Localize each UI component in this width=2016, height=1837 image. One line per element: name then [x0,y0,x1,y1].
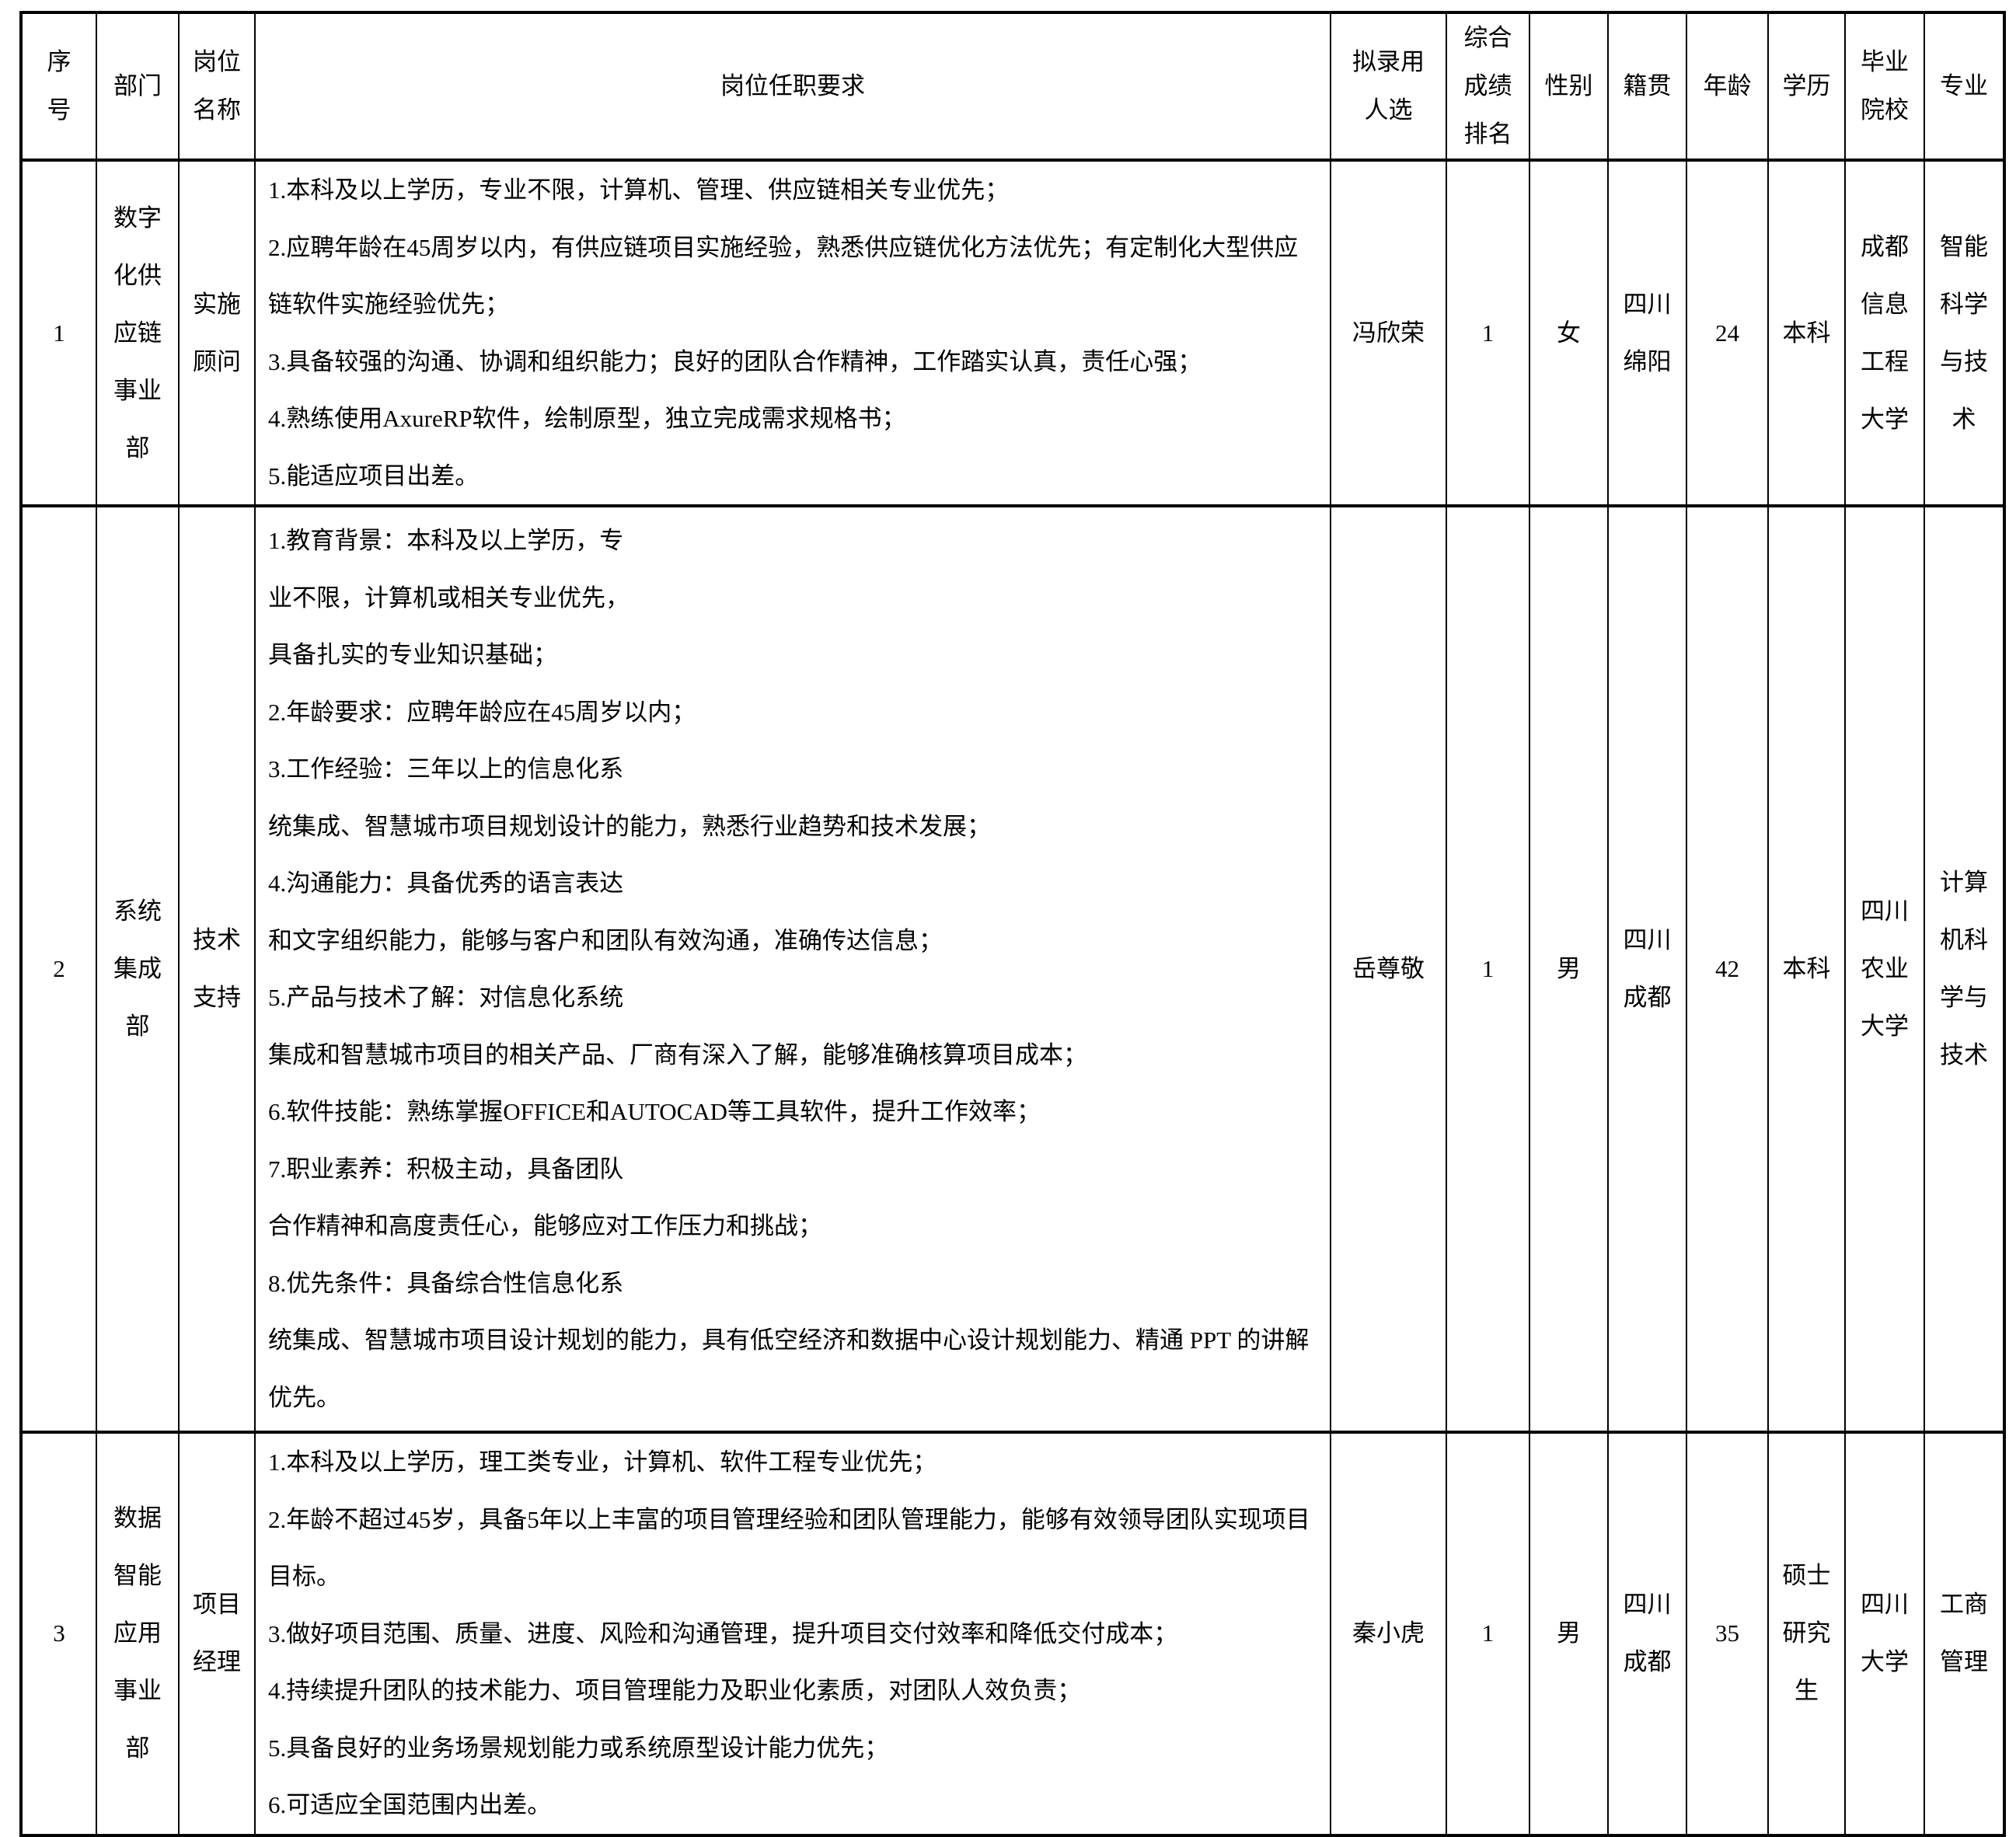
header-position-name: 岗位 名称 [178,11,256,162]
cell-requirements: 1.教育背景：本科及以上学历，专 业不限，计算机或相关专业优先， 具备扎实的专业… [254,504,1331,1434]
cell-department: 数字 化供 应链 事业 部 [96,159,180,507]
cell-hometown: 四川 成都 [1607,1431,1687,1837]
header-row: 序 号 部门 岗位 名称 岗位任职要求 拟录用 人选 综合 成绩 排名 性别 籍… [20,11,2005,162]
header-score-rank: 综合 成绩 排名 [1446,11,1530,162]
cell-requirements: 1.本科及以上学历，理工类专业，计算机、软件工程专业优先； 2.年龄不超过45岁… [254,1431,1331,1837]
cell-major: 智能 科学 与技 术 [1924,159,2005,507]
cell-gender: 男 [1529,504,1609,1434]
cell-age: 24 [1686,159,1769,507]
cell-hometown: 四川 成都 [1607,504,1687,1434]
table-row: 2 系统 集成 部 技术 支持 1.教育背景：本科及以上学历，专 业不限，计算机… [20,504,2005,1434]
cell-education: 本科 [1767,159,1846,507]
cell-department: 系统 集成 部 [96,504,180,1434]
cell-department: 数据 智能 应用 事业 部 [96,1431,180,1837]
cell-seq: 2 [20,504,97,1434]
cell-major: 工商 管理 [1924,1431,2005,1837]
cell-age: 35 [1686,1431,1769,1837]
cell-school: 四川 农业 大学 [1844,504,1925,1434]
header-candidate: 拟录用 人选 [1330,11,1447,162]
table-row: 1 数字 化供 应链 事业 部 实施 顾问 1.本科及以上学历，专业不限，计算机… [20,159,2005,507]
cell-seq: 3 [20,1431,97,1837]
header-department: 部门 [96,11,180,162]
header-gender: 性别 [1529,11,1609,162]
header-school: 毕业 院校 [1844,11,1925,162]
header-education: 学历 [1767,11,1846,162]
cell-rank: 1 [1446,159,1530,507]
cell-hometown: 四川 绵阳 [1607,159,1687,507]
cell-seq: 1 [20,159,97,507]
cell-age: 42 [1686,504,1769,1434]
cell-gender: 女 [1529,159,1609,507]
cell-school: 成都 信息 工程 大学 [1844,159,1925,507]
recruitment-table: 序 号 部门 岗位 名称 岗位任职要求 拟录用 人选 综合 成绩 排名 性别 籍… [19,11,2006,1837]
cell-requirements: 1.本科及以上学历，专业不限，计算机、管理、供应链相关专业优先； 2.应聘年龄在… [254,159,1331,507]
cell-candidate: 秦小虎 [1330,1431,1447,1837]
header-requirements: 岗位任职要求 [254,11,1331,162]
header-hometown: 籍贯 [1607,11,1687,162]
cell-rank: 1 [1446,1431,1530,1837]
header-age: 年龄 [1686,11,1769,162]
table-row: 3 数据 智能 应用 事业 部 项目 经理 1.本科及以上学历，理工类专业，计算… [20,1431,2005,1837]
header-major: 专业 [1924,11,2005,162]
cell-major: 计算 机科 学与 技术 [1924,504,2005,1434]
cell-rank: 1 [1446,504,1530,1434]
cell-position: 技术 支持 [178,504,256,1434]
cell-candidate: 冯欣荣 [1330,159,1447,507]
cell-education: 本科 [1767,504,1846,1434]
cell-position: 项目 经理 [178,1431,256,1837]
cell-gender: 男 [1529,1431,1609,1837]
cell-education: 硕士 研究 生 [1767,1431,1846,1837]
cell-candidate: 岳尊敬 [1330,504,1447,1434]
cell-position: 实施 顾问 [178,159,256,507]
header-seq: 序 号 [20,11,97,162]
cell-school: 四川 大学 [1844,1431,1925,1837]
